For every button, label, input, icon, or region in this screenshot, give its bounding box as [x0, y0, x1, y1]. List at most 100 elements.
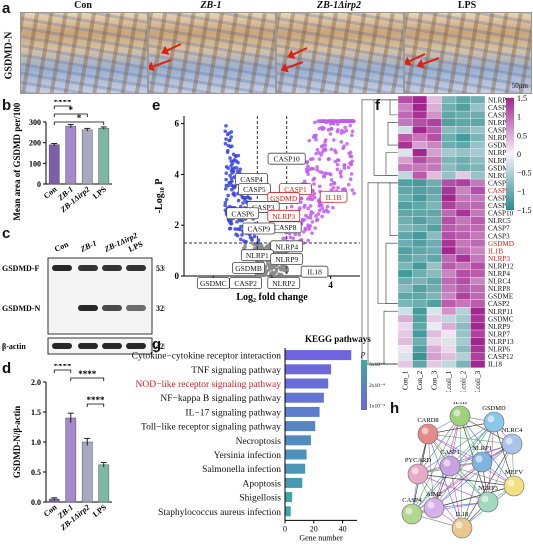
gene-label: CASP5: [243, 185, 266, 194]
data-point: [306, 223, 310, 227]
data-point: [317, 208, 322, 213]
gene-label: GSDMB: [235, 264, 262, 273]
data-point: [335, 129, 340, 134]
network-edge: [449, 465, 463, 529]
heatmap-cell: [441, 329, 457, 338]
heatmap-cell: [470, 133, 486, 142]
heatmap-cell: [426, 126, 442, 134]
heatmap-cell: [412, 231, 428, 240]
kegg-category-label: Toll−like receptor signaling pathway: [141, 423, 281, 433]
heatmap-cell: [441, 337, 457, 346]
data-point: [302, 218, 307, 222]
panel-label-d: d: [2, 360, 12, 377]
heatmap-row-label: CASP14: [488, 127, 514, 135]
heatmap-cell: [412, 110, 428, 119]
color-legend-tick: 0: [517, 150, 521, 159]
heatmap-col-label: Con_3: [430, 370, 438, 390]
heatmap-cell: [470, 299, 486, 308]
heatmap-cell: [397, 126, 413, 134]
network-node: [423, 497, 445, 519]
y-tick-label: 2.0: [31, 378, 41, 387]
heatmap-cell: [412, 239, 428, 248]
data-point: [234, 232, 238, 237]
data-point: [235, 220, 239, 224]
data-point: [322, 174, 327, 179]
data-point: [347, 151, 351, 156]
heatmap-cell: [426, 246, 442, 255]
network-edge: [417, 415, 461, 475]
data-point: [338, 119, 343, 123]
heatmap-cell: [470, 231, 486, 240]
panel-label-e: e: [152, 97, 161, 114]
heatmap-cell: [412, 292, 428, 301]
heatmap-cell: [441, 103, 457, 112]
data-point: [349, 154, 354, 159]
ihc-image-0: [20, 12, 148, 94]
chart-title: KEGG pathways: [305, 334, 371, 344]
heatmap-cell: [426, 284, 442, 293]
data-point: [329, 127, 334, 131]
heatmap-cell: [455, 246, 471, 255]
heatmap-cell: [455, 133, 471, 142]
bar-chart-d: 0.00.51.01.52.0GSDMD-N/β-actinConZB-1ZB-…: [12, 364, 112, 533]
heatmap-col-label: Con_2: [416, 370, 424, 390]
heatmap-cell: [470, 314, 486, 323]
data-point: [248, 196, 253, 201]
heatmap-row-label: CASP2: [488, 300, 510, 308]
panel-label-f: f: [375, 97, 380, 114]
kegg-bar: [285, 406, 320, 417]
network-node: [407, 463, 429, 485]
data-point: [350, 159, 355, 163]
heatmap-cell: [397, 141, 413, 149]
data-point: [306, 197, 310, 201]
data-point: [333, 119, 338, 123]
data-point: [320, 203, 324, 208]
data-point: [328, 132, 333, 136]
heatmap-row-label: NLRC4: [488, 278, 511, 286]
heatmap-row-label: NLRP7: [488, 330, 510, 338]
heatmap-cell: [455, 239, 471, 248]
heatmap-cell: [412, 201, 428, 210]
y-axis-label: -Log₁₀ P: [154, 179, 165, 214]
network-node-label: CARD8: [417, 417, 438, 424]
heatmap-cell: [470, 254, 486, 263]
heatmap-cell: [412, 126, 428, 134]
heatmap-cell: [455, 171, 471, 180]
heatmap-cell: [455, 269, 471, 278]
network-node-label: PYCARD: [405, 457, 432, 464]
data-point: [308, 204, 313, 208]
data-point: [238, 218, 243, 223]
data-point: [224, 124, 228, 128]
heatmap-cell: [455, 224, 471, 233]
data-point: [323, 140, 327, 144]
heatmap-cell: [441, 299, 457, 308]
significance-label: *: [69, 105, 74, 115]
heatmap-cell: [455, 216, 471, 225]
data-point: [310, 193, 315, 198]
data-point: [235, 227, 239, 231]
dendrogram-branch: [389, 182, 398, 236]
heatmap-cell: [426, 186, 442, 195]
heatmap-cell: [441, 307, 457, 316]
heatmap-cell: [441, 239, 457, 248]
heatmap-cell: [426, 344, 442, 353]
heatmap-cell: [412, 118, 428, 127]
heatmap-cell: [412, 299, 428, 308]
data-point: [245, 195, 250, 199]
gene-label: NLRP3: [272, 212, 295, 221]
dendrogram-branch: [383, 310, 398, 365]
heatmap: NLRP10CASP6CASP9NLRP2CASP14NLRP1GSDMBNLR…: [361, 94, 532, 392]
heatmap-cell: [455, 194, 471, 202]
heatmap-cell: [455, 141, 471, 149]
gene-label-box: [267, 152, 306, 165]
data-point: [331, 185, 336, 190]
p-legend-bar: [361, 360, 367, 410]
heatmap-cell: [455, 95, 471, 104]
heatmap-cell: [397, 231, 413, 240]
data-point: [226, 193, 230, 198]
significance-bracket: [70, 377, 105, 381]
heatmap-cell: [441, 224, 457, 233]
data-point: [306, 238, 311, 243]
data-point: [310, 220, 315, 224]
bar: [65, 417, 77, 503]
